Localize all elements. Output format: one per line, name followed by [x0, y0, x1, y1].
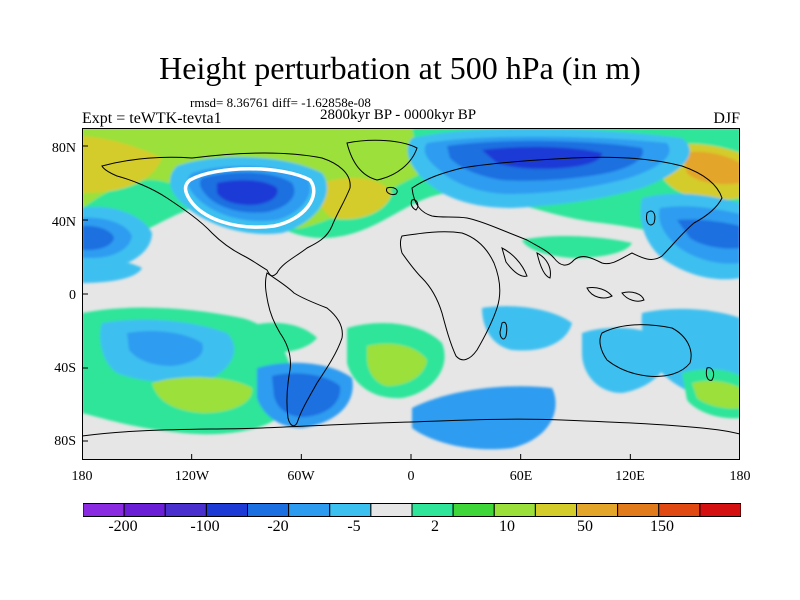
lon-tick-label: 60W — [287, 469, 315, 484]
lon-tick-label: 120E — [615, 469, 645, 484]
colorbar-swatch — [370, 503, 413, 517]
lat-tick-label: 80N — [51, 141, 76, 156]
colorbar-label: -200 — [108, 518, 138, 535]
colorbar — [83, 503, 741, 517]
period-label: 2800kyr BP - 0000kyr BP — [320, 107, 477, 123]
map-title: Height perturbation at 500 hPa (in m) — [159, 50, 641, 86]
height-perturbation-map — [82, 128, 740, 460]
colorbar-label: -5 — [347, 518, 361, 535]
colorbar-swatch — [617, 503, 660, 517]
lon-tick-label: 60E — [509, 469, 533, 484]
contour-fill-layer — [82, 128, 740, 460]
colorbar-label: -100 — [190, 518, 220, 535]
colorbar-swatch — [699, 503, 741, 517]
coastline-layer — [82, 139, 740, 437]
experiment-label: Expt = teWTK-tevta1 — [82, 110, 222, 127]
colorbar-label: 150 — [650, 518, 674, 535]
lon-tick-label: 0 — [407, 469, 415, 484]
colorbar-swatch — [164, 503, 207, 517]
colorbar-swatch — [452, 503, 495, 517]
colorbar-swatch — [288, 503, 331, 517]
colorbar-swatch — [123, 503, 166, 517]
colorbar-swatch — [205, 503, 249, 517]
colorbar-swatch — [658, 503, 701, 517]
colorbar-swatch — [329, 503, 372, 517]
colorbar-label: 10 — [499, 518, 515, 535]
colorbar-swatch — [83, 503, 125, 517]
lon-tick-label: 180 — [729, 469, 751, 484]
colorbar-swatch — [534, 503, 578, 517]
colorbar-swatch — [411, 503, 454, 517]
colorbar-swatch — [576, 503, 619, 517]
lat-tick-label: 40N — [51, 215, 76, 230]
zero-contour-line — [183, 167, 316, 229]
colorbar-label: 50 — [577, 518, 593, 535]
lat-tick-label: 80S — [54, 434, 76, 449]
rmsd-diff-label: rmsd= 8.36761 diff= -1.62858e-08 — [190, 95, 371, 110]
lon-tick-label: 120W — [174, 469, 210, 484]
season-label: DJF — [713, 110, 740, 127]
colorbar-label: 2 — [431, 518, 439, 535]
lat-tick-label: 0 — [69, 288, 76, 303]
lon-tick-label: 180 — [71, 469, 93, 484]
colorbar-swatch — [247, 503, 290, 517]
colorbar-label: -20 — [267, 518, 289, 535]
lat-tick-label: 40S — [54, 361, 76, 376]
colorbar-swatch — [493, 503, 536, 517]
